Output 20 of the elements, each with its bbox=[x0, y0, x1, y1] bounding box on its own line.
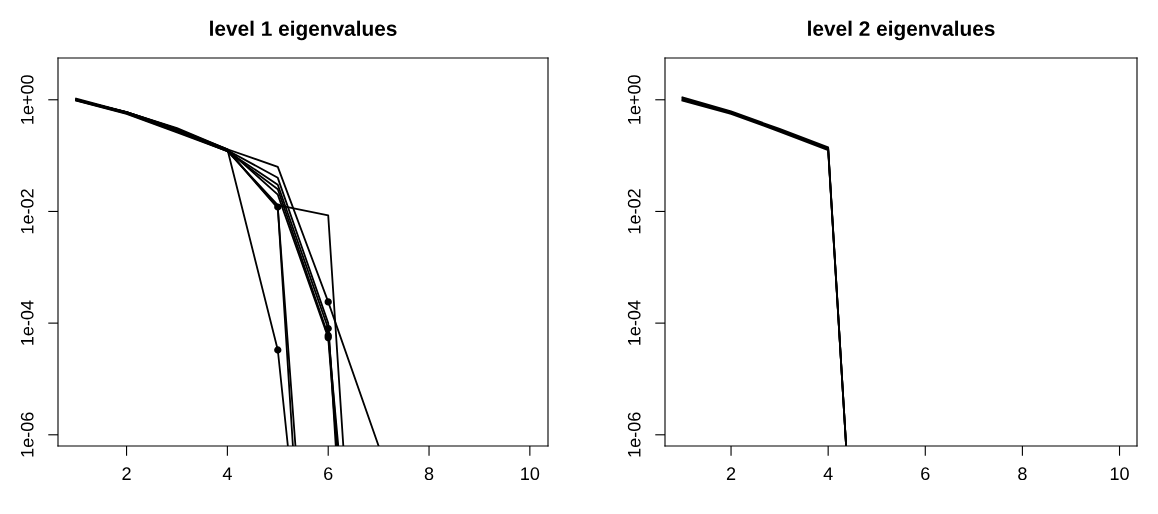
y-tick-label: 1e-02 bbox=[20, 189, 34, 234]
y-tick-label: 1e+00 bbox=[20, 75, 34, 124]
x-tick-label: 8 bbox=[1018, 467, 1027, 481]
chart-title: level 1 eigenvalues bbox=[210, 20, 397, 41]
y-tick-label: 1e-02 bbox=[627, 189, 641, 234]
x-tick-label: 4 bbox=[823, 467, 833, 480]
chart-title: level 2 eigenvalues bbox=[808, 20, 995, 41]
x-tick-label: 2 bbox=[122, 467, 131, 480]
x-tick-label: 2 bbox=[726, 467, 736, 480]
x-tick-label: 6 bbox=[324, 467, 333, 481]
x-tick-label: 8 bbox=[424, 467, 434, 481]
y-tick-label: 1e-06 bbox=[627, 412, 641, 457]
y-tick-label: 1e-04 bbox=[627, 300, 641, 345]
y-tick-label: 1e+00 bbox=[627, 75, 641, 124]
x-tick-label: 10 bbox=[521, 467, 540, 481]
y-tick-label: 1e-06 bbox=[20, 412, 34, 457]
x-tick-label: 6 bbox=[921, 467, 930, 481]
x-tick-label: 10 bbox=[1110, 467, 1129, 481]
y-tick-label: 1e-04 bbox=[20, 300, 34, 345]
x-tick-label: 4 bbox=[222, 467, 232, 480]
